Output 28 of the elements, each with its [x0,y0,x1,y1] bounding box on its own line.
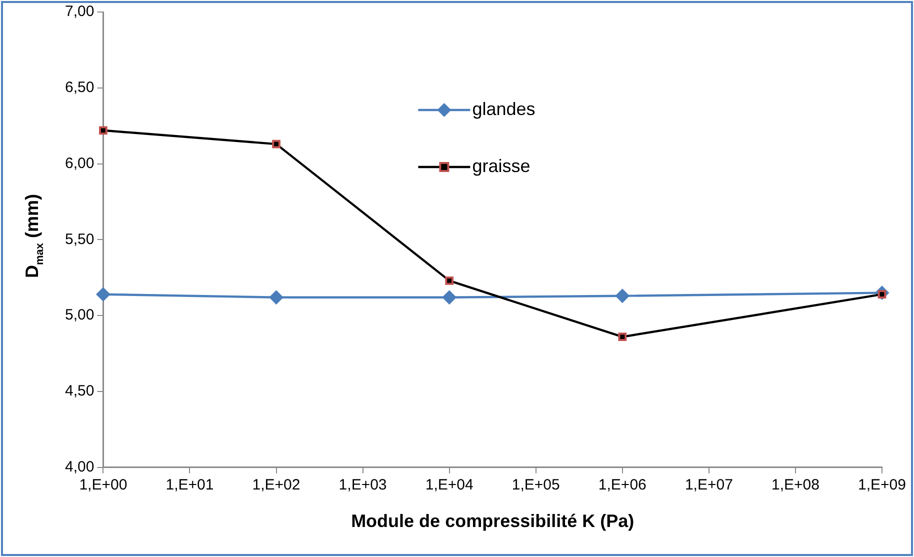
point [445,276,454,285]
point [99,126,108,135]
y-tick-label: 5,50 [64,230,94,248]
y-tick-label: 6,00 [64,154,94,172]
point [615,288,630,303]
x-tick-label: 1,E+07 [684,476,733,494]
legend-label: graisse [472,156,530,176]
x-tick-label: 1,E+02 [252,476,300,494]
x-tick-label: 1,E+09 [858,476,906,494]
x-tick-label: 1,E+08 [771,476,820,494]
x-axis-title: Module de compressibilité K (Pa) [351,511,634,532]
x-tick-label: 1,E+06 [598,476,646,494]
x-tick-label: 1,E+03 [338,476,387,494]
y-tick-label: 7,00 [64,3,94,20]
x-tick-label: 1,E+01 [166,476,214,494]
point [269,290,284,304]
y-tick-label: 4,50 [64,382,94,400]
y-tick-label: 6,50 [64,79,94,96]
point [272,140,280,148]
point [96,287,110,302]
y-tick-label: 4,00 [64,458,94,476]
point [618,332,627,342]
x-tick-label: 1,E+05 [512,476,560,494]
x-tick-label: 1,E+04 [425,476,474,494]
y-tick-label: 5,00 [64,306,94,324]
legend-label: glandes [472,98,536,119]
point [442,290,456,304]
x-tick-label: 1,E+00 [79,476,128,494]
